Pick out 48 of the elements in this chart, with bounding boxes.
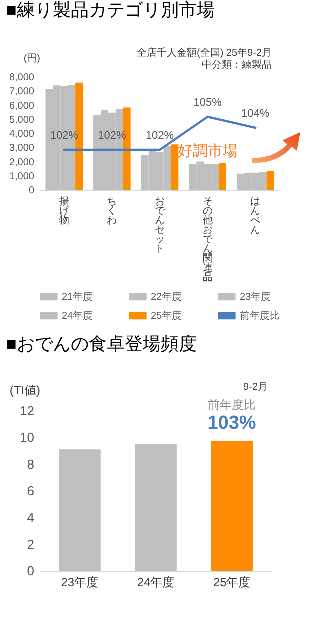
y-tick-label: 5,000 [9, 114, 35, 126]
legend-label: 25年度 [151, 310, 182, 322]
y-tick-label: 8 [27, 456, 34, 472]
y-tick-label: 10 [20, 430, 34, 446]
y-tick-label: 0 [28, 186, 35, 196]
x-tick-label: 揚げ物 [59, 196, 70, 226]
legend-label: 23年度 [240, 291, 272, 304]
y-tick-label: 2,000 [9, 157, 35, 168]
data-label: 105% [194, 97, 222, 109]
y-tick-label: 6 [27, 484, 34, 498]
y-tick-label: 4 [27, 510, 34, 526]
category-label: その他おでん関連品 [202, 196, 213, 284]
y-tick-label: 3,000 [9, 143, 35, 154]
legend-label: 21年度 [62, 291, 94, 304]
data-label: 104% [242, 108, 270, 120]
y-tick-label: 12 [20, 404, 34, 418]
y-tick-label: 4,000 [9, 129, 35, 140]
text: 全店千人金額(全国) 25年9-2月 [136, 47, 272, 59]
x-tick-label: 23年度 [61, 576, 99, 590]
y-tick-label: 6,000 [9, 100, 35, 112]
y-tick-label: 0 [27, 564, 34, 578]
bar [135, 444, 177, 571]
y-tick-label: 2 [27, 536, 34, 552]
annotation: 前年度比 [208, 398, 256, 412]
y-axis-title: (円) [24, 54, 40, 64]
bar [59, 450, 101, 571]
y-tick-label: 8,000 [9, 72, 35, 84]
legend-label: 前年度比 [240, 310, 280, 322]
annotation: 103% [208, 413, 256, 434]
bar [171, 144, 179, 190]
chart-title: ■練り製品カテゴリ別市場 [6, 0, 215, 20]
x-tick-label: 25年度 [213, 576, 251, 590]
x-tick-label: ちくわ [107, 196, 118, 226]
x-tick-label: おでんセット [155, 196, 166, 255]
x-tick-label: 24年度 [137, 576, 175, 590]
text: 9-2月 [244, 382, 268, 393]
text: 中分類：練製品 [202, 59, 272, 71]
legend-label: 24年度 [62, 310, 94, 322]
bar [266, 171, 274, 190]
x-tick-label: はんぺん [250, 196, 261, 236]
bar [211, 441, 253, 571]
y-axis-title: (TI値) [10, 384, 41, 398]
bar [218, 163, 226, 190]
data-label: 102% [146, 130, 174, 142]
legend-label: 22年度 [151, 291, 182, 304]
y-tick-label: 1,000 [9, 171, 35, 182]
y-tick-label: 7,000 [9, 86, 35, 98]
chart-title: ■おでんの食卓登場頻度 [6, 334, 197, 354]
